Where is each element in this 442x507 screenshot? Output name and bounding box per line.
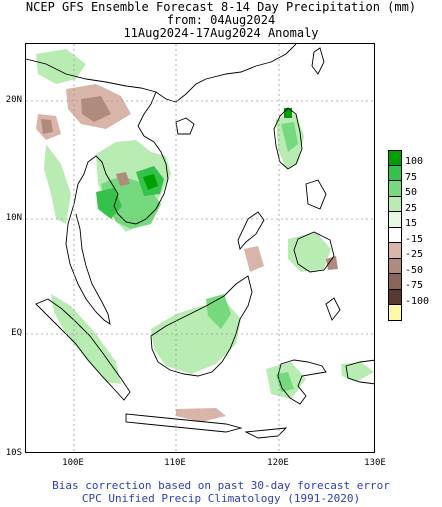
coastline-timor bbox=[244, 427, 288, 439]
legend-entry: 50 bbox=[388, 181, 438, 198]
legend-label: 15 bbox=[405, 218, 418, 229]
anomaly-green-light bbox=[288, 232, 331, 272]
anomaly-brown-light bbox=[176, 408, 226, 422]
legend-label: 75 bbox=[405, 171, 418, 183]
anomaly-brown-light bbox=[244, 246, 264, 272]
precipitation-anomaly-map bbox=[26, 44, 374, 452]
legend-swatch bbox=[388, 243, 402, 259]
legend-swatch bbox=[388, 227, 402, 243]
anomaly-brown-medium bbox=[81, 96, 111, 122]
legend-swatch bbox=[388, 258, 402, 274]
legend-swatch bbox=[388, 196, 402, 212]
lon-label-110e: 110E bbox=[164, 458, 186, 468]
legend-entry: 25 bbox=[388, 196, 438, 214]
coastline-taiwan bbox=[311, 47, 325, 75]
anomaly-brown-medium bbox=[116, 172, 130, 186]
legend-entry: -15 bbox=[388, 227, 438, 245]
footer-bias-note: Bias correction based on past 30-day for… bbox=[52, 479, 390, 492]
legend-swatch bbox=[388, 181, 402, 197]
legend-label: -50 bbox=[405, 264, 424, 276]
coastline-new-guinea bbox=[345, 359, 374, 385]
anomaly-green-max bbox=[284, 108, 292, 118]
legend-label: 25 bbox=[405, 202, 418, 214]
map-panel bbox=[25, 43, 375, 453]
anomaly-green-max bbox=[143, 174, 158, 190]
legend-entry: -75 bbox=[388, 274, 438, 291]
lon-label-130e: 130E bbox=[364, 458, 386, 468]
legend-entry: -100 bbox=[388, 289, 438, 307]
legend-entry: 15 bbox=[388, 212, 438, 229]
forecast-period: 11Aug2024-17Aug2024 Anomaly bbox=[123, 26, 319, 40]
legend-label: 100 bbox=[405, 156, 424, 167]
legend-swatch bbox=[388, 305, 402, 321]
coastline-luzon bbox=[273, 107, 303, 170]
coastline-sulawesi bbox=[277, 359, 327, 405]
legend-entry bbox=[388, 305, 438, 321]
coastline-borneo bbox=[150, 275, 253, 377]
legend-swatch bbox=[388, 289, 402, 305]
coastline-indochina bbox=[77, 91, 169, 225]
coastline-sumatra bbox=[35, 298, 131, 401]
legend-entry: -25 bbox=[388, 243, 438, 260]
map-title: NCEP GFS Ensemble Forecast 8-14 Day Prec… bbox=[25, 0, 417, 14]
anomaly-green-light bbox=[44, 144, 71, 224]
graticule bbox=[26, 44, 374, 452]
legend-label: 50 bbox=[405, 187, 418, 198]
coastline-halmahera bbox=[325, 297, 341, 321]
legend-swatch bbox=[388, 165, 402, 181]
legend-label: -15 bbox=[405, 233, 424, 245]
anomaly-brown-medium bbox=[41, 119, 53, 134]
legend-label: -25 bbox=[405, 249, 424, 260]
legend-swatch bbox=[388, 150, 402, 166]
legend-swatch bbox=[388, 212, 402, 228]
forecast-start-date: from: 04Aug2024 bbox=[166, 13, 276, 27]
lon-label-100e: 100E bbox=[62, 458, 84, 468]
anomaly-green-light bbox=[341, 362, 374, 382]
coastline-mainland-asia bbox=[26, 44, 297, 103]
lon-label-120e: 120E bbox=[267, 458, 289, 468]
anomaly-brown-medium bbox=[326, 256, 338, 270]
coastlines bbox=[26, 44, 374, 439]
footer-climatology-note: CPC Unified Precip Climatology (1991-202… bbox=[81, 492, 361, 505]
anomaly-green-medium bbox=[276, 372, 294, 392]
lat-label-eq: EQ bbox=[11, 328, 22, 338]
coastline-palawan bbox=[237, 211, 265, 250]
legend-label: -75 bbox=[405, 280, 424, 291]
legend-label: -100 bbox=[405, 295, 430, 307]
coastline-malay-peninsula bbox=[65, 183, 111, 325]
legend-entry: -50 bbox=[388, 258, 438, 276]
anomaly-green-dark bbox=[96, 188, 122, 219]
anomaly-green-light bbox=[36, 49, 86, 84]
coastline-hainan bbox=[175, 117, 195, 135]
coastline-java bbox=[125, 413, 243, 433]
legend-entry: 100 bbox=[388, 150, 438, 167]
anomaly-green-light bbox=[51, 294, 121, 384]
legend-swatch bbox=[388, 274, 402, 290]
lat-label-20n: 20N bbox=[5, 95, 22, 105]
lat-label-10n: 10N bbox=[5, 213, 22, 223]
coastline-visayas bbox=[305, 179, 327, 210]
lat-label-10s: 10S bbox=[5, 448, 22, 458]
anomaly-fields bbox=[36, 49, 374, 422]
color-legend: 100 75 50 25 15 -15 -25 -50 -75 -100 bbox=[388, 150, 438, 321]
legend-entry: 75 bbox=[388, 165, 438, 183]
anomaly-green-medium bbox=[281, 122, 298, 152]
coastline-mindanao bbox=[293, 231, 335, 273]
